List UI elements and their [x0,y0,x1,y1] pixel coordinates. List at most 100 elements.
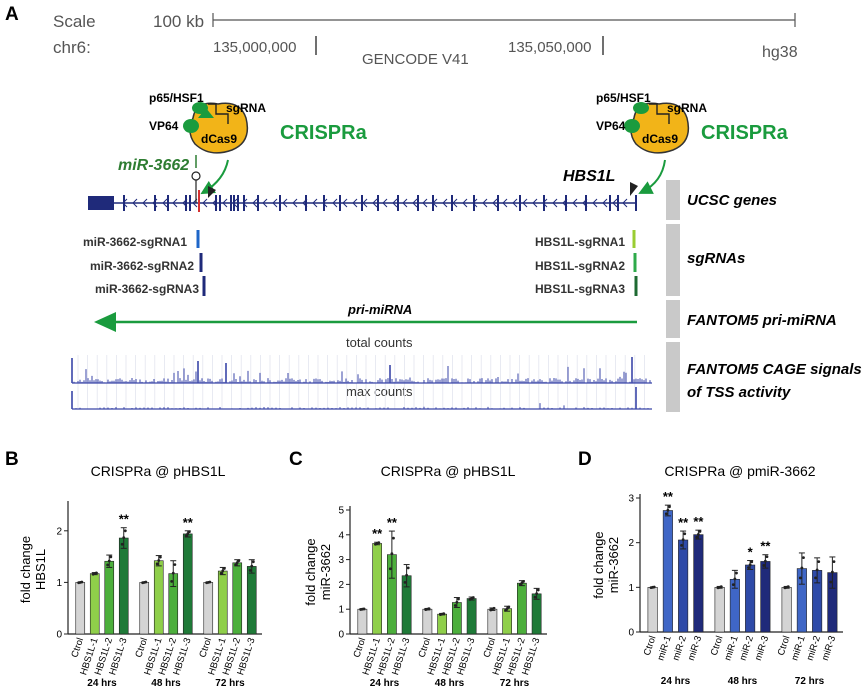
pri-mirna-track: pri-miRNA [94,302,637,332]
data-point [832,560,836,564]
coord-1: 135,000,000 [213,39,296,56]
data-point [158,555,162,559]
intron-arrow [342,198,348,208]
sgrna-label-left: sgRNA [226,101,266,115]
data-point [157,559,161,562]
data-point [377,541,381,545]
y-axis-label: fold change [303,538,318,605]
intron-arrow [482,198,488,208]
y-tick-label: 0 [628,628,634,639]
data-point [719,585,723,589]
y-tick-label: 3 [628,494,634,505]
data-point [251,560,255,564]
data-point [666,508,670,512]
mir-3662-label: miR-3662 [118,157,189,174]
data-point [786,585,790,589]
chart-title: CRISPRa @ pHBS1L [381,463,516,479]
mir-sgrna-3: miR-3662-sgRNA3 [95,282,199,296]
y-tick-label: 1 [628,583,634,594]
hbs-sgrna-2: HBS1L-sgRNA2 [535,259,625,273]
data-point [507,605,511,609]
total-counts-label: total counts [346,335,413,350]
group-label: 72 hrs [500,678,530,689]
crispra-arrow-left [200,159,229,195]
data-point [155,562,159,566]
y-tick-label: 0 [338,630,344,641]
group-label: 48 hrs [728,676,758,687]
chart-title: CRISPRa @ pHBS1L [91,463,226,479]
tss-flag-icon-left [208,186,216,198]
intron-arrow [492,198,498,208]
data-point [403,581,407,584]
data-point [522,580,525,583]
hbs1l-label: HBS1L [563,168,615,185]
panel-b-letter: B [5,449,19,470]
bar [517,582,527,635]
intron-arrow [392,198,398,208]
significance-label: ** [678,515,689,530]
data-point [731,583,735,587]
group-label: 72 hrs [215,678,245,689]
significance-label: ** [372,526,383,541]
intron-arrow [372,198,378,208]
y-tick-label: 2 [338,580,344,591]
data-point [680,543,683,547]
hbs-sgrna-1: HBS1L-sgRNA1 [535,235,625,249]
bar [75,582,86,635]
vp64-label-left: VP64 [149,119,179,133]
p65-domain-right [633,102,649,114]
panel-d-letter: D [578,449,592,470]
intron-arrow [412,198,418,208]
data-point [829,580,833,584]
cage-max-signal [71,387,649,409]
data-point [735,571,738,575]
chrom-label: chr6: [53,38,91,57]
intron-arrow [572,198,578,208]
sgrna-track: miR-3662-sgRNA1 miR-3662-sgRNA2 miR-3662… [83,230,638,296]
bar [182,533,193,635]
intron-arrow [132,198,138,208]
data-point [802,556,805,560]
data-point [455,600,459,604]
bar [217,570,228,635]
data-point [144,580,148,584]
significance-label: ** [183,515,194,530]
bar [647,587,658,633]
data-point [762,564,766,567]
panel-a-letter: A [5,4,19,25]
data-point [120,542,124,546]
y-tick-label: 0 [56,630,62,641]
intron-arrow [422,198,428,208]
intron-arrow [282,198,288,208]
panel-a: A Scale chr6: 100 kb 135,000,000 135,050… [5,4,862,412]
intron-arrow [622,198,628,208]
y-tick-label: 4 [338,530,344,541]
data-point [406,566,410,570]
intron-arrow [502,198,508,208]
group-label: 24 hrs [370,678,400,689]
data-point [696,533,700,536]
leaf-icon-left [198,108,214,118]
y-axis-label: fold change [18,536,33,603]
group-label: 48 hrs [435,678,465,689]
exon-ticks [123,195,637,211]
y-tick-label: 1 [338,605,344,616]
intron-arrow [172,198,178,208]
data-point [442,612,446,616]
chart-title: CRISPRa @ pmiR-3662 [664,463,815,479]
max-counts-label: max counts [346,384,413,399]
bar [662,510,673,633]
bar [531,593,542,635]
track-label-cage-2: of TSS activity [687,384,791,401]
data-point [250,564,254,568]
intron-arrow [382,198,388,208]
assembly-label: hg38 [762,44,798,61]
cage-track: total counts max counts [71,335,652,410]
intron-arrow [262,198,268,208]
y-tick-label: 2 [628,538,634,549]
track-label-sgrna: sgRNAs [687,250,745,267]
crispra-complex-right: p65/HSF1 sgRNA VP64 dCas9 CRISPRa [596,91,789,194]
intron-arrow [532,198,538,208]
intron-arrow [602,198,608,208]
data-point [830,570,834,574]
